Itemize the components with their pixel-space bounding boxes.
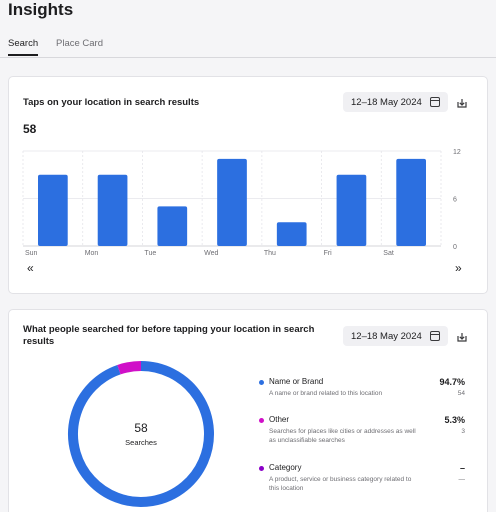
taps-total: 58 (23, 122, 37, 136)
legend-dot (259, 466, 264, 471)
bar-fri[interactable] (336, 174, 367, 246)
donut-slice-other[interactable] (117, 361, 142, 375)
taps-bar-chart: 0 6 12 Sun Mon Tue Wed Thu Fri Sat (22, 149, 461, 257)
legend-percentage: 94.7% (439, 377, 465, 387)
y-tick-label: 6 (453, 197, 457, 204)
taps-card-title: Taps on your location in search results (23, 97, 200, 108)
page-title: Insights (8, 0, 74, 19)
x-tick-label: Mon (85, 250, 99, 257)
search-type-donut-chart: 58 Searches (68, 361, 214, 507)
legend-name: Category (269, 463, 302, 472)
bar-tue[interactable] (157, 206, 188, 246)
bar-thu[interactable] (276, 222, 307, 246)
x-tick-label: Sat (383, 250, 394, 257)
legend-description: Searches for places like cities or addre… (269, 428, 416, 444)
legend-dot (259, 418, 264, 423)
taps-card: Taps on your location in search results … (8, 76, 488, 294)
donut-slice-name-or-brand[interactable] (68, 361, 214, 507)
x-tick-label: Fri (324, 250, 333, 257)
legend-item-name-or-brand: Name or Brand 94.7% A name or brand rela… (259, 377, 465, 407)
searched-date-range-label: 12–18 May 2024 (351, 330, 422, 342)
y-tick-label: 12 (453, 149, 461, 156)
tab-bar: Search Place Card (0, 36, 496, 58)
tab-search[interactable]: Search (8, 38, 39, 56)
y-tick-label: 0 (453, 244, 457, 251)
x-tick-label: Tue (144, 250, 156, 257)
tab-place-card[interactable]: Place Card (56, 38, 103, 49)
next-week-button[interactable]: » (455, 261, 462, 275)
legend-dot (259, 380, 264, 385)
donut-center-label: Searches (125, 438, 157, 447)
legend-count: 54 (457, 390, 465, 397)
legend-description: A name or brand related to this location (269, 390, 383, 397)
searched-date-range-button[interactable]: 12–18 May 2024 (343, 326, 448, 346)
legend-percentage: – (459, 463, 465, 473)
legend-item-other: Other 5.3% Searches for places like citi… (259, 415, 465, 451)
legend-name: Other (269, 415, 290, 424)
legend-count: 3 (461, 428, 465, 435)
download-icon[interactable] (456, 97, 468, 109)
legend-count: — (458, 476, 466, 483)
legend-description: A product, service or business category … (269, 476, 412, 492)
legend-percentage: 5.3% (444, 415, 465, 425)
legend-name: Name or Brand (269, 377, 324, 386)
bar-sun[interactable] (38, 174, 68, 246)
bar-wed[interactable] (217, 158, 247, 246)
download-icon[interactable] (456, 331, 468, 343)
x-tick-label: Sun (25, 250, 38, 257)
previous-week-button[interactable]: « (27, 261, 34, 275)
taps-date-range-label: 12–18 May 2024 (351, 96, 422, 108)
x-tick-label: Thu (264, 250, 276, 257)
bar-sat[interactable] (396, 158, 426, 246)
bar-mon[interactable] (97, 174, 128, 246)
calendar-icon (429, 97, 440, 107)
searched-card: What people searched for before tapping … (8, 309, 488, 512)
donut-center-value: 58 (134, 421, 148, 435)
x-tick-label: Wed (204, 250, 218, 257)
taps-date-range-button[interactable]: 12–18 May 2024 (343, 92, 448, 112)
legend-item-category: Category – A product, service or busines… (259, 463, 465, 499)
searched-card-title: What people searched for before tapping … (23, 324, 315, 347)
calendar-icon (429, 331, 440, 341)
